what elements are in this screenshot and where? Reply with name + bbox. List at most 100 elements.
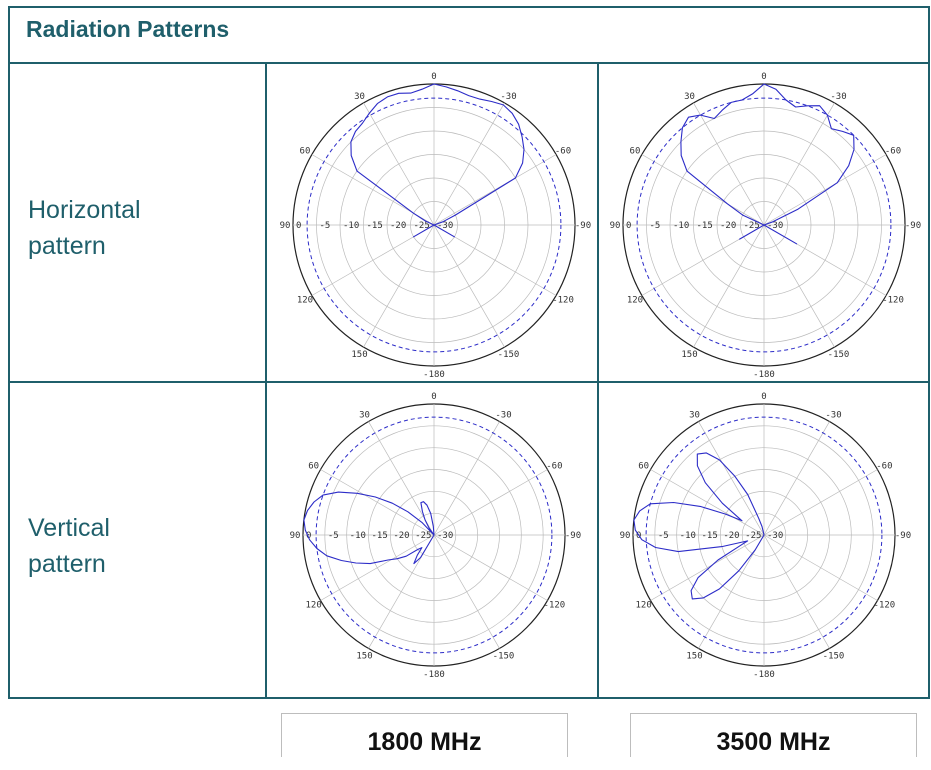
polar-svg-h-3500: 0 -5 -10 -15 -20 -25 -30 0 30 -30 60 -60 90 -90 120 -12…: [610, 72, 922, 380]
angle-tick-label: 0: [761, 392, 766, 402]
polar-spoke: [433, 421, 500, 536]
freq-label-1800: 1800 MHz: [281, 713, 568, 757]
radial-tick-label: -25: [414, 221, 430, 231]
angle-tick-label: -60: [876, 462, 892, 472]
angle-tick-label: 90: [610, 221, 621, 231]
angle-tick-label: 120: [627, 296, 643, 306]
angle-tick-label: -120: [552, 296, 574, 306]
polar-spoke: [433, 469, 548, 536]
angle-tick-label: 0: [431, 72, 436, 82]
border-top: [8, 6, 930, 8]
radial-tick-label: -30: [767, 531, 783, 541]
polar-plot-h-1800: 0 -5 -10 -15 -20 -25 -30 0 30 -30 60 -60 90 -90 120 -12…: [277, 70, 591, 380]
radial-tick-label: -10: [680, 531, 696, 541]
radial-tick-label: -25: [744, 221, 760, 231]
angle-tick-label: 30: [359, 411, 370, 421]
polar-svg-v-1800: 0 -5 -10 -15 -20 -25 -30 0 30 -30 60 -60 90 -90 120 -12…: [290, 392, 582, 680]
polar-spoke: [693, 102, 765, 226]
radial-tick-label: -25: [745, 531, 761, 541]
polar-spoke: [433, 102, 505, 226]
angle-tick-label: 90: [280, 221, 291, 231]
freq-label-3500: 3500 MHz: [630, 713, 917, 757]
polar-spoke: [433, 154, 557, 226]
polar-spoke: [763, 102, 835, 226]
angle-tick-label: -30: [830, 92, 846, 102]
angle-tick-label: -60: [885, 147, 901, 157]
radial-tick-label: -20: [390, 221, 406, 231]
radial-tick-label: -25: [415, 531, 431, 541]
angle-tick-label: -150: [498, 350, 520, 360]
row-label-vertical: Vertical pattern: [28, 510, 110, 582]
pattern-curve: [350, 83, 525, 238]
angle-tick-label: -90: [565, 531, 581, 541]
polar-spoke: [763, 534, 830, 649]
angle-tick-label: -90: [575, 221, 591, 231]
polar-spoke: [433, 534, 548, 601]
polar-plot-v-3500: 0 -5 -10 -15 -20 -25 -30 0 30 -30 60 -60 90 -90 120 -12…: [605, 390, 923, 680]
reference-circle: [306, 97, 562, 353]
polar-spoke: [763, 534, 878, 601]
reference-circle: [636, 97, 892, 353]
angle-tick-label: 60: [300, 147, 311, 157]
row-label-horizontal-line1: Horizontal: [28, 196, 141, 224]
angle-tick-label: -180: [753, 670, 775, 680]
polar-plot-v-1800: 0 -5 -10 -15 -20 -25 -30 0 30 -30 60 -60 90 -90 120 -12…: [277, 390, 591, 680]
angle-tick-label: 0: [431, 392, 436, 402]
angle-tick-label: 90: [290, 531, 301, 541]
border-col2: [597, 62, 599, 698]
border-bottom: [8, 697, 930, 699]
pattern-curve: [680, 83, 855, 245]
radial-tick-label: -5: [650, 221, 661, 231]
angle-tick-label: -150: [828, 350, 850, 360]
polar-svg-h-1800: 0 -5 -10 -15 -20 -25 -30 0 30 -30 60 -60 90 -90 120 -12…: [280, 72, 591, 380]
reference-circle: [315, 416, 553, 654]
angle-tick-label: 30: [684, 92, 695, 102]
radial-tick-label: -15: [367, 221, 383, 231]
angle-tick-label: -120: [882, 296, 904, 306]
page-title: Radiation Patterns: [26, 16, 230, 42]
reference-circle: [645, 416, 883, 654]
polar-spoke: [763, 154, 887, 226]
row-label-vertical-line1: Vertical: [28, 514, 110, 542]
border-right: [928, 6, 930, 698]
angle-tick-label: 60: [308, 462, 319, 472]
angle-tick-label: -150: [823, 651, 845, 661]
polar-spoke: [368, 421, 435, 536]
radial-tick-label: -5: [320, 221, 331, 231]
polar-spoke: [641, 154, 765, 226]
pattern-curve: [633, 452, 765, 600]
radial-tick-label: -10: [350, 531, 366, 541]
radial-tick-label: -20: [720, 221, 736, 231]
polar-spoke: [363, 102, 435, 226]
angle-tick-label: 150: [351, 350, 367, 360]
angle-tick-label: 60: [638, 462, 649, 472]
angle-tick-label: -180: [753, 370, 775, 380]
polar-spoke: [363, 224, 435, 348]
radial-tick-label: -30: [437, 531, 453, 541]
polar-spoke: [433, 534, 500, 649]
radial-tick-label: -20: [723, 531, 739, 541]
radial-tick-label: -30: [767, 221, 783, 231]
polar-spoke: [650, 469, 765, 536]
polar-spoke: [650, 534, 765, 601]
radial-tick-label: -15: [372, 531, 388, 541]
radial-tick-label: -5: [328, 531, 339, 541]
polar-spoke: [320, 534, 435, 601]
angle-tick-label: -120: [544, 601, 566, 611]
polar-spoke: [763, 421, 830, 536]
radial-tick-label: -15: [697, 221, 713, 231]
border-col1: [265, 62, 267, 698]
radial-tick-label: -5: [658, 531, 669, 541]
angle-tick-label: 120: [297, 296, 313, 306]
radial-tick-label: 0: [626, 221, 631, 231]
polar-spoke: [763, 469, 878, 536]
polar-plot-h-3500: 0 -5 -10 -15 -20 -25 -30 0 30 -30 60 -60 90 -90 120 -12…: [605, 70, 923, 380]
angle-tick-label: 90: [620, 531, 631, 541]
angle-tick-label: -90: [905, 221, 921, 231]
angle-tick-label: 0: [761, 72, 766, 82]
angle-tick-label: -30: [495, 411, 511, 421]
radial-tick-label: -30: [437, 221, 453, 231]
border-header: [8, 62, 930, 64]
angle-tick-label: 150: [681, 350, 697, 360]
